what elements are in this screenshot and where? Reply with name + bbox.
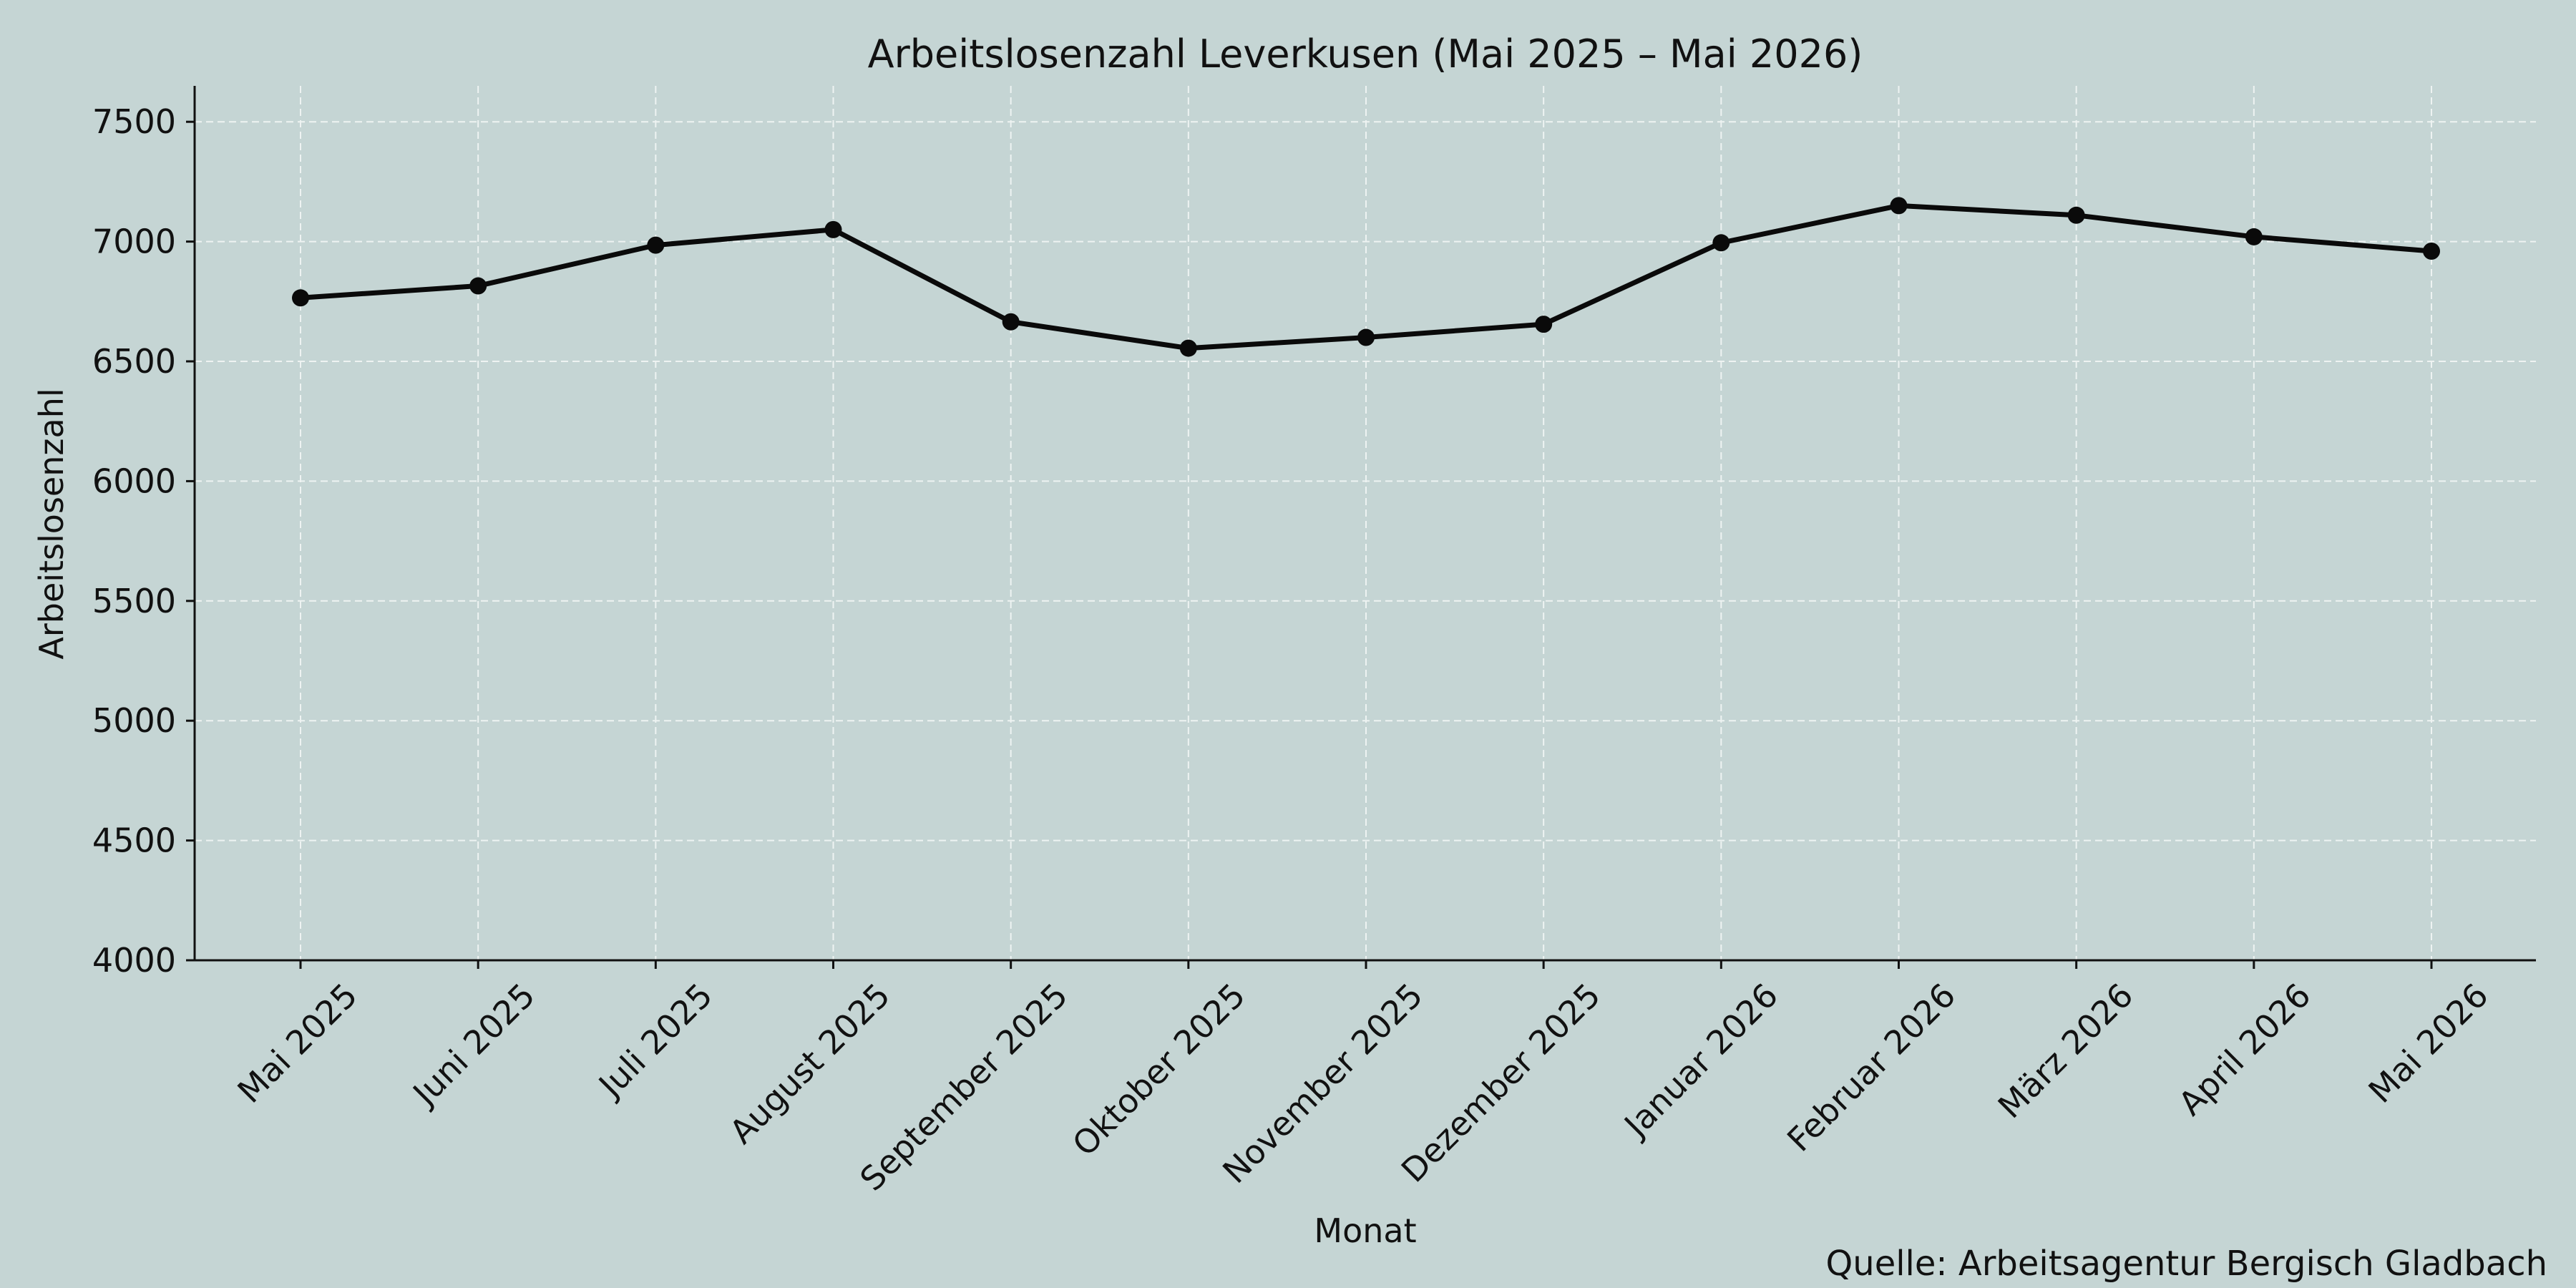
data-point	[1179, 339, 1197, 357]
data-point	[2245, 228, 2263, 245]
data-point	[2423, 243, 2440, 260]
series-group	[292, 197, 2440, 357]
y-tick-label: 4000	[92, 941, 176, 980]
y-axis-ticks: 4000 4500 5000 5500 6000 6500 7000 7500	[92, 102, 195, 980]
data-point	[1890, 197, 1908, 215]
x-axis-title: Monat	[1314, 1211, 1416, 1250]
y-tick-label: 4500	[92, 821, 176, 860]
data-point	[1712, 234, 1730, 252]
source-note: Quelle: Arbeitsagentur Bergisch Gladbach	[1825, 1244, 2547, 1284]
data-point	[1002, 313, 1020, 331]
data-point	[2067, 206, 2085, 224]
y-axis-title: Arbeitslosenzahl	[32, 388, 71, 659]
data-point	[292, 289, 309, 307]
data-point	[1535, 316, 1553, 333]
data-point	[469, 277, 487, 295]
y-tick-label: 5500	[92, 582, 176, 620]
y-tick-label: 6000	[92, 462, 176, 500]
data-point	[824, 220, 842, 238]
data-point	[647, 236, 665, 254]
y-tick-label: 7000	[92, 223, 176, 261]
data-point	[1357, 328, 1375, 346]
y-tick-label: 7500	[92, 102, 176, 141]
chart-title: Arbeitslosenzahl Leverkusen (Mai 2025 – …	[868, 31, 1863, 77]
y-tick-label: 6500	[92, 342, 176, 381]
grid	[195, 86, 2536, 960]
y-tick-label: 5000	[92, 701, 176, 740]
